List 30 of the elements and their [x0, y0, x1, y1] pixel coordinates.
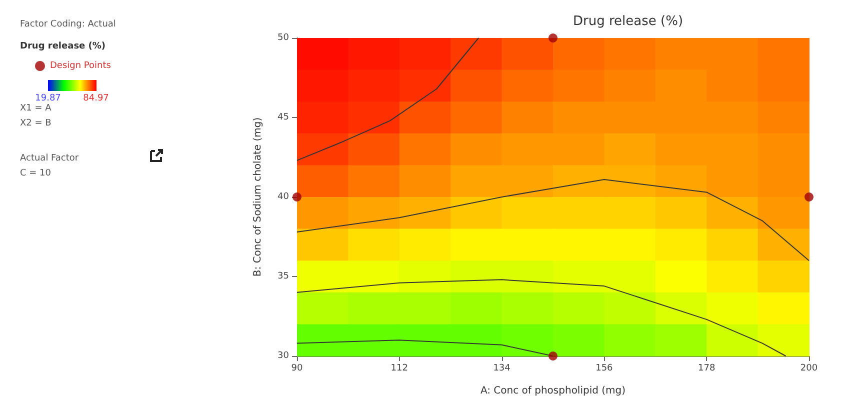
- x-tick-label: 134: [493, 364, 511, 374]
- line-series: [296, 179, 810, 262]
- line-series: [296, 279, 786, 356]
- text: Actual Factor: [20, 154, 79, 164]
- x-tick-label: 200: [800, 364, 818, 374]
- text: Factor Coding: Actual: [20, 20, 116, 30]
- point: [804, 192, 814, 202]
- text: X2 = B: [20, 118, 52, 128]
- x-tick-label: 178: [698, 364, 716, 374]
- x-tick-label: 156: [596, 364, 614, 374]
- text: X1 = A: [20, 104, 52, 114]
- point: [548, 352, 558, 360]
- color-bar-label: 84.97: [83, 94, 109, 104]
- point: [292, 192, 302, 202]
- chart-title: Drug release (%): [573, 14, 684, 29]
- legend-title: Drug release (%): [20, 42, 106, 52]
- x-axis-title: A: Conc of phospholipid (mg): [480, 386, 626, 396]
- y-axis-title: B: Conc of Sodium cholate (mg): [252, 117, 264, 277]
- legend-label: Design Points: [50, 61, 112, 71]
- x-tick-label: 112: [390, 364, 408, 374]
- line-series: [296, 38, 480, 161]
- color-bar-label: 19.87: [35, 94, 61, 104]
- y-tick-label: 40: [278, 192, 290, 202]
- y-tick-label: 45: [278, 112, 289, 122]
- y-tick-label: 35: [278, 272, 289, 282]
- point: [548, 34, 558, 42]
- x-tick-label: 90: [291, 364, 303, 374]
- y-tick-label: 50: [278, 33, 290, 43]
- text: C = 10: [20, 168, 52, 178]
- y-tick-label: 30: [278, 351, 290, 361]
